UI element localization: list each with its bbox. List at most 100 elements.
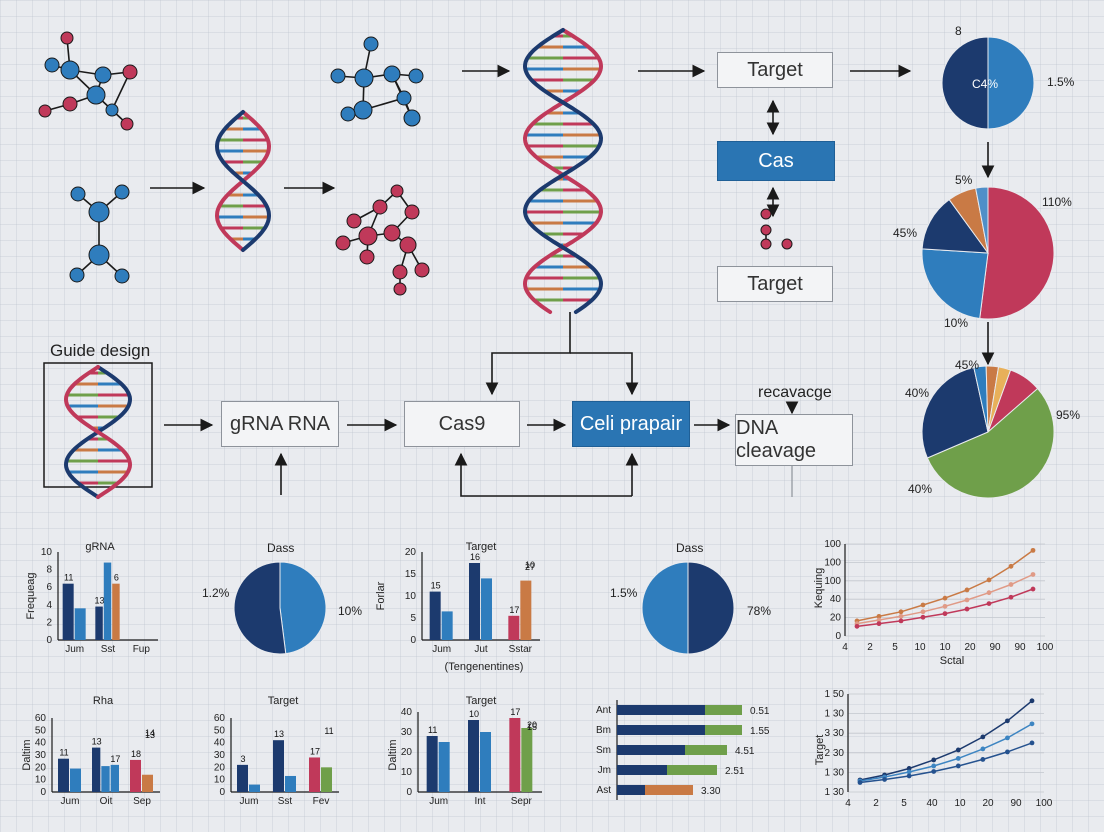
chart-1-data-label: 6 [114,573,119,583]
chart-8-xtick-2: 5 [901,798,907,809]
chart-5-xtick-1: Sst [278,796,293,807]
molecule-icon-3 [69,184,130,284]
chart-8-ylabel: Target [814,735,826,766]
pie-dass-1-label-b: 10% [338,604,363,618]
chart-7-data-label: 0.51 [750,706,770,717]
chart-3-xtick-5: 20 [964,642,976,653]
chart-3-point [1030,586,1036,592]
arrow-split-right [570,352,639,396]
chart-7-ytick-1: Bm [596,725,611,736]
dna-cleavage-box-label: DNA cleavage [736,417,817,462]
chart-7-bar [705,725,742,735]
cas9-box-label: Cas9 [438,412,486,435]
target-box-top: Target [717,52,833,88]
pie-lower-right [921,365,1055,499]
chart-8-xtick-0: 4 [845,798,851,809]
chart-6-data-label: 11 [428,725,437,735]
chart-2: Target Forlar (Tengenentines) 0 5 10 15 20 15 Jum… [375,541,540,673]
pie-dass-1-slice-0 [279,561,327,655]
chart-3-point [920,602,926,608]
chart-1-ytick-5: 10 [41,547,53,558]
chart-7: Ant 0.51 Bm 1.55 Sm 4.51 Jm 2.51 Ast 3.30 [596,700,770,800]
chart-5-bar [309,757,320,792]
pie-low-label-b: 40% [905,386,930,400]
chart-8-xtick-7: 100 [1036,798,1053,809]
molecule-icon-2 [330,36,424,127]
chart-5-ytick-3: 30 [214,750,226,761]
chart-1-data-label: 13 [95,596,105,606]
chart-2-ylabel: Forlar [375,581,387,610]
dna-helix-icon-large [522,28,604,314]
molecule-icon-5 [760,208,793,250]
chart-3-point [986,590,992,596]
chart-8-point [931,757,937,763]
chart-3-ytick-1: 20 [830,613,842,624]
chart-8-point [1029,740,1035,746]
chart-3: Kequing Sctal 0 20 40 100 100 100 4 2 5 10 10 20 90 90 1… [813,539,1054,667]
cas9-box: Cas9 [404,401,520,447]
chart-8-ytick-5: 1 50 [825,689,845,700]
chart-3-ytick-3: 100 [824,576,841,587]
chart-5-ytick-6: 60 [214,713,226,724]
pie-middle-right [921,186,1055,320]
chart-8-point [931,769,937,774]
chart-2-bar [429,591,441,640]
chart-6-ytick-3: 30 [401,727,413,738]
pie-dass-2-label-a: 1.5% [610,586,638,600]
chart-6-ytick-4: 40 [401,707,413,718]
chart-1-xtick-1: Sst [101,644,116,655]
chart-6-data-label: 15 [527,722,537,732]
chart-7-bar [617,725,705,735]
chart-8-xtick-3: 40 [926,798,938,809]
chart-7-bar [617,705,705,715]
pie-top-right [941,36,1035,130]
chart-8-point [980,757,986,762]
chart-6-data-label: 10 [469,709,479,719]
chart-1: gRNA Frequeag 0 2 4 6 8 10 11 Jum 13 6 Sst Fup [25,541,158,655]
chart-4-ytick-3: 30 [35,750,47,761]
chart-5-data-label: 3 [240,754,245,764]
chart-3-point [942,611,948,617]
chart-8-point [1005,718,1010,724]
chart-3-point [1008,582,1014,587]
chart-3-xlabel: Sctal [940,655,964,667]
chart-7-ytick-0: Ant [596,705,611,716]
chart-3-xtick-1: 2 [867,642,873,653]
chart-3-xtick-3: 10 [914,642,926,653]
pie-middle-right-slice-2 [921,198,990,254]
chart-2-data-label: 15 [431,581,441,591]
chart-1-bar [95,606,103,640]
chart-2-ytick-3: 15 [405,569,417,580]
pie-dass-2-slice-0 [687,561,735,655]
chart-3-point [986,577,992,583]
chart-7-ytick-4: Ast [597,785,612,796]
chart-7-bar [705,705,742,715]
chart-3-point [854,623,860,629]
chart-4-ytick-6: 60 [35,713,47,724]
pie-dass-1 [233,561,327,655]
chart-4-ytick-0: 0 [40,787,46,798]
chart-4-ytick-5: 50 [35,725,47,736]
chart-3-point [876,617,882,623]
chart-7-data-label: 2.51 [725,766,745,777]
chart-3-ytick-2: 40 [830,594,842,605]
chart-3-point [942,595,948,601]
chart-6-bar [438,742,450,792]
chart-5-bar [321,767,332,792]
pie-top-right-slice-0 [987,36,1035,130]
chart-8-point [931,763,937,769]
chart-2-title: Target [466,541,497,553]
chart-1-bar [112,583,120,640]
chart-4-ytick-2: 20 [35,762,47,773]
chart-7-data-label: 3.30 [701,786,721,797]
arrow-split-line [485,312,571,396]
guide-design-label: Guide design [50,341,151,360]
chart-4-bar [110,764,119,792]
chart-2-xlabel: (Tengenentines) [445,661,524,673]
chart-3-point [964,587,970,593]
chart-5-ytick-0: 0 [219,787,225,798]
chart-8-series-line-1 [859,723,1033,782]
recavacge-label: recavacge [758,384,832,401]
